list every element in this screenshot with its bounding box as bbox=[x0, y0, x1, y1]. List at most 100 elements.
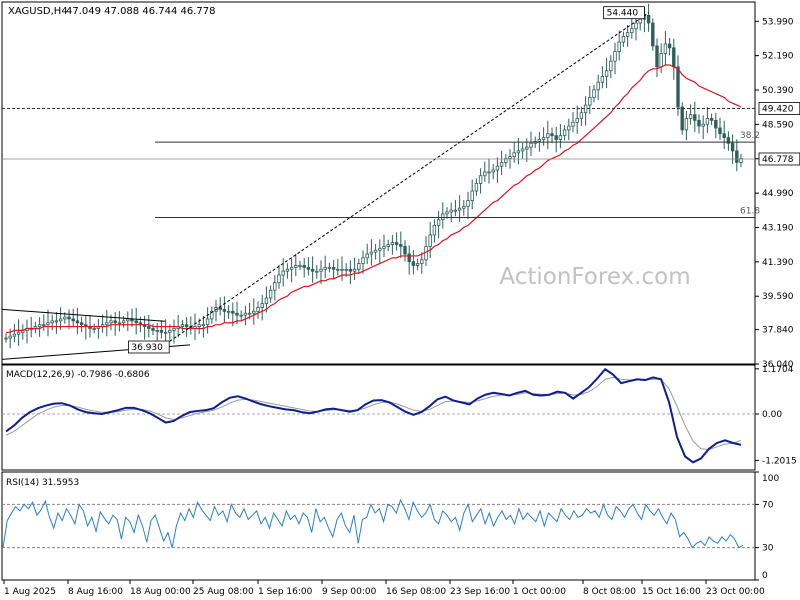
candle-body bbox=[4, 337, 8, 340]
candle-body bbox=[567, 125, 571, 131]
candle-body bbox=[739, 158, 743, 163]
price-tick-label: 41.390 bbox=[762, 258, 794, 268]
candle-body bbox=[155, 329, 159, 332]
candle-body bbox=[508, 156, 512, 159]
candle-body bbox=[697, 119, 701, 127]
candle-body bbox=[726, 137, 731, 144]
candle-body bbox=[352, 268, 357, 272]
candle-body bbox=[256, 307, 260, 312]
candle-body bbox=[243, 312, 248, 316]
candle-body bbox=[172, 328, 176, 331]
candle-body bbox=[105, 322, 109, 326]
candle-body bbox=[323, 266, 327, 270]
time-axis: 1 Aug 2025 8 Aug 16:00 18 Aug 00:00 25 Aug … bbox=[3, 580, 765, 597]
chart-header-ohlc: 47.049 47.088 46.744 46.778 bbox=[66, 6, 216, 17]
candle-body bbox=[663, 43, 668, 54]
candle-body bbox=[592, 89, 596, 98]
candle-body bbox=[247, 312, 252, 315]
candle-body bbox=[264, 297, 269, 305]
candle-body bbox=[12, 333, 17, 337]
candle-body bbox=[579, 112, 584, 119]
macd-line bbox=[5, 367, 742, 464]
candle-body bbox=[121, 320, 126, 324]
price-frame bbox=[1, 1, 756, 365]
candle-body bbox=[50, 320, 54, 324]
time-tick-label: 9 Sep 00:00 bbox=[322, 587, 377, 597]
macd-panel: MACD(12,26,9) -0.7986 -0.6806 1.1704 0.00 -… bbox=[1, 364, 797, 471]
candle-body bbox=[126, 318, 130, 322]
macd-tick-label: 1.1704 bbox=[762, 365, 794, 375]
candle-body bbox=[298, 265, 302, 267]
candle-body bbox=[16, 331, 21, 335]
macd-tick-label: -1.2015 bbox=[762, 456, 797, 466]
candle-body bbox=[688, 114, 693, 119]
macd-tick-label: 0.00 bbox=[762, 410, 782, 420]
candle-body bbox=[617, 41, 621, 53]
candle-body bbox=[210, 310, 214, 320]
candle-body bbox=[348, 268, 353, 272]
candle-body bbox=[596, 81, 600, 91]
candle-body bbox=[197, 324, 201, 327]
candle-body bbox=[483, 171, 487, 177]
candle-body bbox=[268, 289, 273, 299]
candle-body bbox=[558, 135, 563, 140]
candle-body bbox=[705, 118, 710, 125]
rsi-tick-label: 70 bbox=[762, 500, 774, 510]
candle-body bbox=[67, 316, 71, 320]
price-tick-label: 36.040 bbox=[762, 360, 794, 370]
price-tick-label: 37.840 bbox=[762, 326, 794, 336]
candle-body bbox=[621, 35, 626, 43]
candle-body bbox=[470, 190, 474, 201]
price-tick-label: 50.390 bbox=[762, 86, 794, 96]
candle-body bbox=[163, 331, 168, 334]
candle-body bbox=[71, 318, 75, 322]
time-tick-label: 23 Oct 00:00 bbox=[706, 587, 765, 597]
candle-body bbox=[466, 200, 470, 207]
candle-body bbox=[184, 324, 189, 327]
macd-label: MACD(12,26,9) -0.7986 -0.6806 bbox=[6, 370, 150, 380]
candle-body bbox=[714, 119, 718, 129]
candle-body bbox=[403, 245, 407, 255]
candle-body bbox=[499, 161, 504, 167]
candle-body bbox=[554, 135, 558, 140]
candle-body bbox=[315, 270, 319, 273]
candle-body bbox=[537, 139, 542, 142]
candle-body bbox=[407, 253, 411, 263]
candle-body bbox=[180, 324, 185, 327]
candle-body bbox=[201, 324, 206, 327]
candle-body bbox=[600, 76, 605, 83]
candle-body bbox=[449, 209, 453, 213]
price-panel: 53.99052.19050.39048.59046.79044.99043.1… bbox=[1, 1, 800, 370]
candle-body bbox=[231, 310, 235, 314]
rsi-label: RSI(14) 31.5953 bbox=[6, 478, 79, 488]
candle-body bbox=[218, 307, 222, 310]
candle-body bbox=[441, 213, 445, 221]
candle-body bbox=[604, 70, 609, 77]
rsi-frame bbox=[1, 471, 756, 581]
candle-body bbox=[79, 322, 84, 326]
candle-body bbox=[415, 263, 420, 266]
candle-body bbox=[373, 249, 378, 253]
candle-body bbox=[54, 320, 59, 323]
candle-body bbox=[718, 127, 722, 135]
price-tick-label: 39.590 bbox=[762, 292, 794, 302]
level-label: 49.420 bbox=[762, 105, 794, 115]
candle-body bbox=[420, 259, 424, 264]
candles bbox=[4, 3, 743, 349]
candle-body bbox=[37, 324, 42, 327]
candle-body bbox=[478, 175, 483, 184]
candle-body bbox=[252, 310, 256, 314]
candle-body bbox=[378, 247, 382, 251]
candle-body bbox=[432, 224, 437, 236]
candle-body bbox=[42, 324, 46, 327]
candle-body bbox=[625, 32, 630, 37]
candle-body bbox=[109, 320, 113, 324]
candle-body bbox=[638, 18, 642, 24]
price-tick-label: 44.990 bbox=[762, 189, 794, 199]
candle-body bbox=[474, 182, 479, 192]
candle-body bbox=[310, 268, 315, 272]
candle-body bbox=[168, 329, 172, 333]
candle-body bbox=[382, 245, 386, 249]
candle-body bbox=[58, 318, 63, 322]
candle-body bbox=[529, 142, 533, 148]
